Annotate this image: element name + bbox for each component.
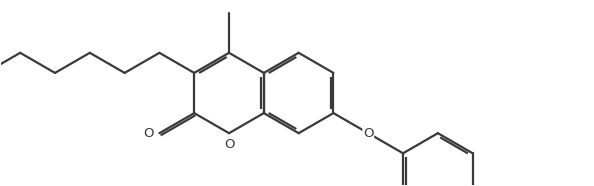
Text: O: O xyxy=(224,138,234,151)
Text: O: O xyxy=(363,127,374,140)
Text: O: O xyxy=(143,127,153,140)
